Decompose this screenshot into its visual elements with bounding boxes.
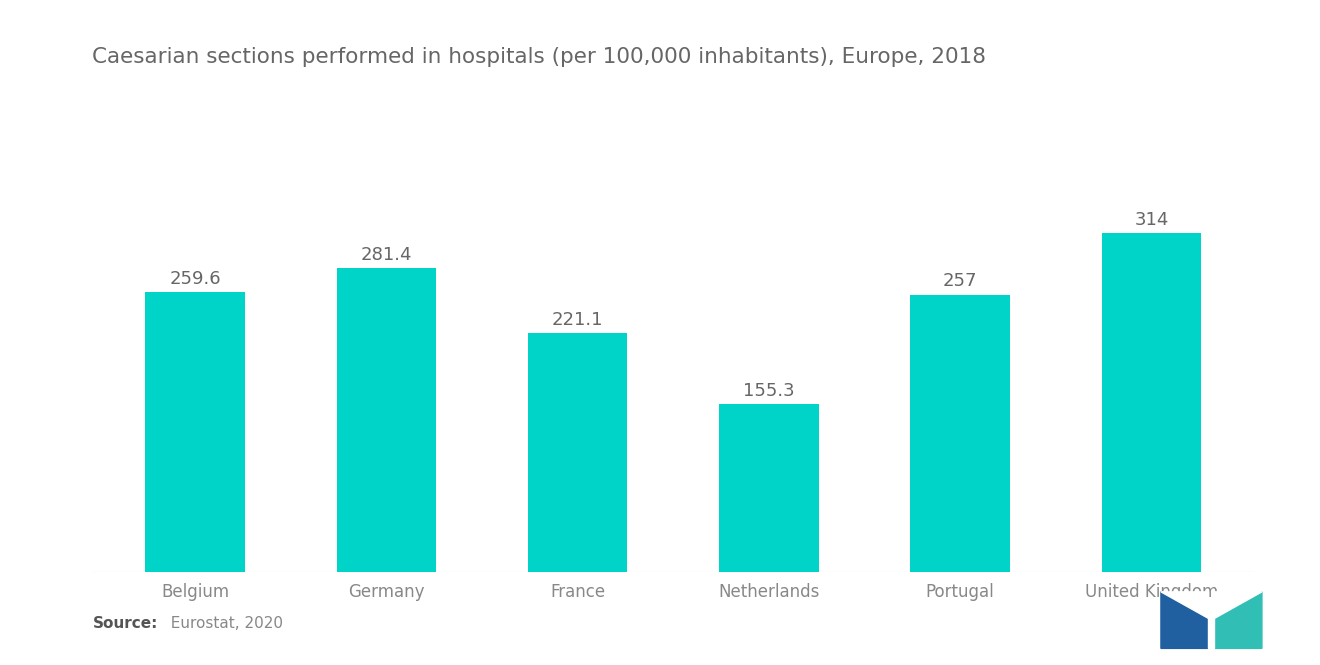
Text: Eurostat, 2020: Eurostat, 2020 <box>161 616 282 632</box>
Bar <box>911 295 1010 572</box>
Text: 259.6: 259.6 <box>169 269 220 288</box>
Bar <box>528 333 627 572</box>
Polygon shape <box>1209 618 1214 648</box>
Bar <box>337 269 436 572</box>
Polygon shape <box>1214 592 1262 618</box>
Polygon shape <box>1162 592 1209 648</box>
Text: Caesarian sections performed in hospitals (per 100,000 inhabitants), Europe, 201: Caesarian sections performed in hospital… <box>92 47 986 66</box>
Text: 257: 257 <box>942 273 977 291</box>
Text: 314: 314 <box>1134 211 1168 229</box>
Text: 221.1: 221.1 <box>552 311 603 329</box>
Bar <box>145 292 244 572</box>
Text: Source:: Source: <box>92 616 158 632</box>
Polygon shape <box>1214 592 1262 648</box>
Bar <box>1102 233 1201 572</box>
Text: 155.3: 155.3 <box>743 382 795 400</box>
Polygon shape <box>1162 592 1209 618</box>
Text: 281.4: 281.4 <box>360 246 412 264</box>
Bar <box>719 404 818 572</box>
